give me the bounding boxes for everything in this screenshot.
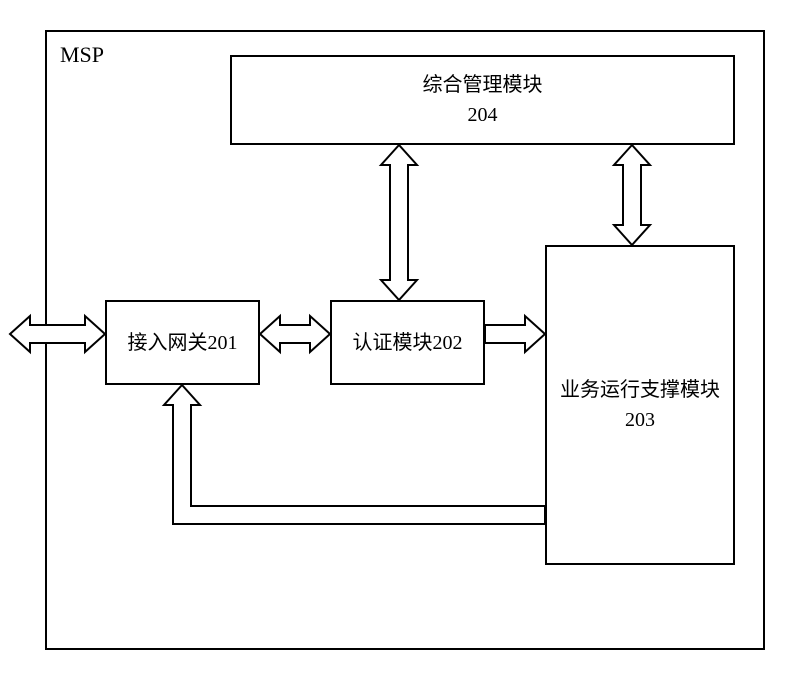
diagram-canvas: MSP 综合管理模块 204 接入网关201 认证模块202 业务运行支撑模块2… (0, 0, 800, 680)
arrow-mgmt-support (614, 145, 650, 245)
arrow-mgmt-auth (381, 145, 417, 300)
module-label: 认证模块202 (353, 328, 463, 358)
arrow-support-gateway-elbow (164, 385, 545, 524)
module-authentication: 认证模块202 (330, 300, 485, 385)
msp-label: MSP (60, 42, 104, 68)
module-label: 业务运行支撑模块203 (547, 375, 733, 435)
module-integrated-management: 综合管理模块 204 (230, 55, 735, 145)
arrow-auth-support (485, 316, 545, 352)
module-label: 接入网关201 (128, 328, 238, 358)
arrow-gateway-auth (260, 316, 330, 352)
module-business-support: 业务运行支撑模块203 (545, 245, 735, 565)
module-access-gateway: 接入网关201 (105, 300, 260, 385)
arrow-external-gateway (10, 316, 105, 352)
module-label: 综合管理模块 204 (423, 70, 543, 130)
